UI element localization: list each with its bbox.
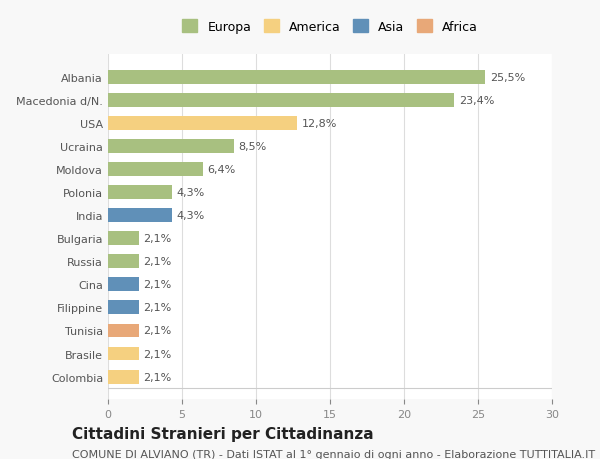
Text: 2,1%: 2,1% [143,234,172,244]
Bar [108,232,139,246]
Text: 2,1%: 2,1% [143,303,172,313]
Text: 2,1%: 2,1% [143,257,172,267]
Bar [108,209,172,223]
Bar [108,301,139,315]
Bar [108,117,298,130]
Bar [108,186,172,200]
Bar [108,94,454,107]
Bar [108,71,485,84]
Bar [108,324,139,338]
Bar [108,140,234,154]
Text: 12,8%: 12,8% [302,119,337,129]
Text: 2,1%: 2,1% [143,326,172,336]
Text: 25,5%: 25,5% [490,73,525,83]
Text: 2,1%: 2,1% [143,349,172,359]
Bar [108,255,139,269]
Text: 2,1%: 2,1% [143,280,172,290]
Text: 4,3%: 4,3% [176,188,205,198]
Text: 23,4%: 23,4% [459,95,494,106]
Text: 2,1%: 2,1% [143,372,172,382]
Bar [108,278,139,291]
Text: 4,3%: 4,3% [176,211,205,221]
Text: 6,4%: 6,4% [207,165,235,175]
Text: 8,5%: 8,5% [238,142,266,151]
Text: Cittadini Stranieri per Cittadinanza: Cittadini Stranieri per Cittadinanza [72,425,374,441]
Bar [108,347,139,361]
Legend: Europa, America, Asia, Africa: Europa, America, Asia, Africa [179,17,481,38]
Bar [108,163,203,177]
Text: COMUNE DI ALVIANO (TR) - Dati ISTAT al 1° gennaio di ogni anno - Elaborazione TU: COMUNE DI ALVIANO (TR) - Dati ISTAT al 1… [72,449,595,459]
Bar [108,370,139,384]
